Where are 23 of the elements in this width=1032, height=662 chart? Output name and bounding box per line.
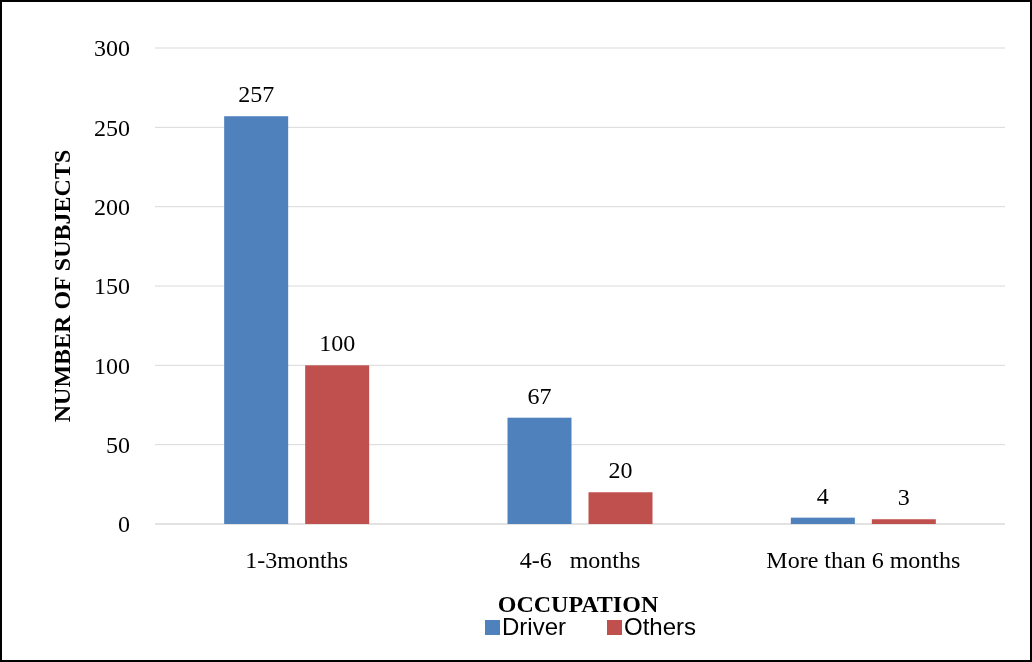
bar — [790, 517, 855, 524]
data-label: 20 — [608, 457, 633, 484]
bar — [507, 417, 572, 524]
data-label: 257 — [238, 81, 275, 108]
bar — [224, 116, 289, 524]
bar — [588, 492, 653, 524]
x-tick-label: 1-3months — [245, 547, 348, 573]
data-label: 100 — [319, 330, 356, 357]
data-label: 3 — [897, 484, 910, 511]
x-tick-label: More than 6 months — [766, 547, 961, 573]
y-tick-label: 100 — [94, 352, 130, 379]
y-tick-label: 50 — [106, 432, 130, 459]
y-tick-label: 300 — [94, 35, 130, 62]
y-tick-label: 0 — [118, 511, 130, 538]
y-tick-label: 200 — [94, 194, 130, 221]
y-tick-label: 250 — [94, 114, 130, 141]
bar — [305, 365, 370, 524]
data-label: 4 — [816, 482, 829, 509]
data-label: 67 — [527, 382, 552, 409]
y-axis-title: NUMBER OF SUBJECTS — [49, 149, 75, 423]
x-tick-label: 4-6 months — [519, 547, 641, 573]
bar — [871, 519, 936, 524]
y-tick-label: 150 — [94, 273, 130, 300]
